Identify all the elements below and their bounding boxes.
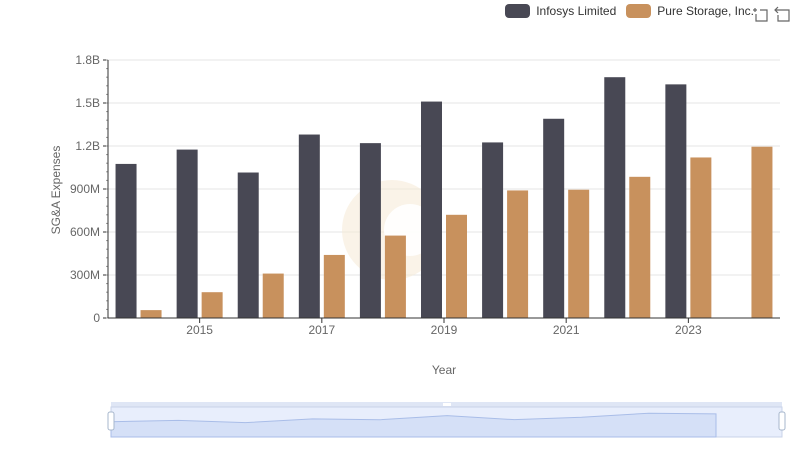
legend-item-infosys[interactable]: Infosys Limited xyxy=(505,4,616,18)
bar-pure-storage-2021[interactable] xyxy=(568,189,590,318)
bar-infosys-2018[interactable] xyxy=(359,143,381,318)
chart-toolbox xyxy=(752,6,790,22)
slider-grip[interactable] xyxy=(443,403,451,406)
bar-infosys-2015[interactable] xyxy=(176,149,198,318)
y-tick-label: 1.8B xyxy=(75,53,100,67)
y-tick-label: 300M xyxy=(70,268,100,282)
bar-pure-storage-2016[interactable] xyxy=(262,273,284,318)
bar-pure-storage-2018[interactable] xyxy=(384,235,406,318)
zoom-select-icon[interactable] xyxy=(752,6,768,22)
bar-infosys-2017[interactable] xyxy=(298,134,320,318)
bars xyxy=(115,77,773,319)
bar-infosys-2020[interactable] xyxy=(482,142,504,318)
bar-infosys-2019[interactable] xyxy=(421,101,442,318)
slider-handle-left[interactable] xyxy=(107,411,115,431)
legend-item-pure-storage[interactable]: Pure Storage, Inc. xyxy=(626,4,754,18)
bar-infosys-2016[interactable] xyxy=(237,172,259,318)
bar-pure-storage-2019[interactable] xyxy=(446,214,467,318)
y-tick-label: 600M xyxy=(70,225,100,239)
data-zoom-slider[interactable] xyxy=(107,402,786,438)
x-tick-label: 2019 xyxy=(431,323,458,337)
axes: 0 300M 600M 900M 1.2B 1.5B 1.8B 2015 2017 2019 202… xyxy=(70,53,780,337)
bar-pure-storage-2020[interactable] xyxy=(507,190,529,318)
y-tick-label: 1.2B xyxy=(75,139,100,153)
bar-infosys-2014[interactable] xyxy=(115,163,137,318)
slider-handle-right[interactable] xyxy=(778,411,786,431)
x-tick-label: 2021 xyxy=(553,323,580,337)
restore-icon[interactable] xyxy=(774,6,790,22)
y-tick-label: 1.5B xyxy=(75,96,100,110)
bar-pure-storage-2017[interactable] xyxy=(323,254,345,318)
x-tick-label: 2017 xyxy=(308,323,335,337)
bar-pure-storage-2022[interactable] xyxy=(629,176,651,318)
y-axis-label: SG&A Expenses xyxy=(49,146,63,235)
bar-pure-storage-2014[interactable] xyxy=(140,310,162,318)
bar-infosys-2022[interactable] xyxy=(604,77,626,318)
y-tick-label: 0 xyxy=(93,311,100,325)
x-tick-label: 2023 xyxy=(675,323,702,337)
bar-pure-storage-2023[interactable] xyxy=(690,157,712,318)
legend-label-pure-storage: Pure Storage, Inc. xyxy=(657,4,754,18)
x-tick-label: 2015 xyxy=(186,323,213,337)
x-axis-label: Year xyxy=(432,363,456,377)
bar-pure-storage-2024[interactable] xyxy=(751,146,773,318)
bar-infosys-2021[interactable] xyxy=(543,118,565,319)
legend-label-infosys: Infosys Limited xyxy=(536,4,617,18)
y-tick-label: 900M xyxy=(70,182,100,196)
legend-swatch-infosys xyxy=(505,4,531,18)
slider-preview-area xyxy=(110,412,717,438)
legend-swatch-pure-storage xyxy=(626,4,652,18)
bar-infosys-2023[interactable] xyxy=(665,84,687,318)
bar-pure-storage-2015[interactable] xyxy=(201,292,223,318)
legend: Infosys Limited Pure Storage, Inc. xyxy=(505,4,754,18)
